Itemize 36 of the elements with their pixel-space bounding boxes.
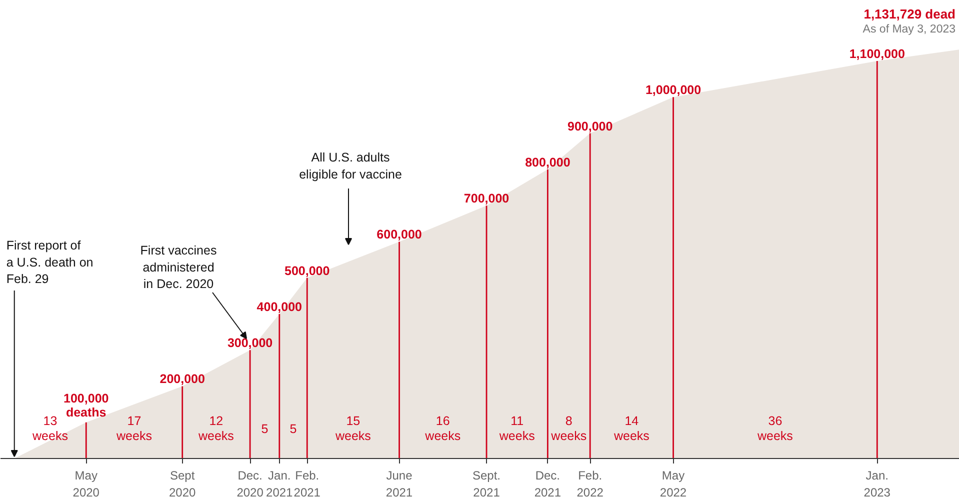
- x-tick-label: May 2022: [660, 468, 687, 500]
- annotation: 11 weeks: [498, 414, 535, 443]
- data-label: 900,000: [567, 119, 613, 134]
- data-label: 1,100,000: [849, 47, 905, 62]
- x-tick-label: Jan. 2021: [266, 468, 294, 500]
- data-label: 1,000,000: [645, 83, 702, 98]
- annotation: 12 weeks: [197, 414, 234, 443]
- annotation: First report of a U.S. death on Feb. 29: [6, 238, 94, 286]
- data-label: 400,000: [256, 300, 302, 314]
- x-tick-label: Feb. 2022: [576, 468, 604, 500]
- x-tick-label: Dec. 2020: [236, 468, 264, 500]
- data-label: 300,000: [227, 336, 273, 350]
- data-label: 200,000: [160, 372, 205, 386]
- x-tick-label: Feb. 2021: [294, 468, 321, 500]
- annotation: 5: [290, 422, 297, 436]
- annotation: 15 weeks: [334, 414, 371, 443]
- data-label: 500,000: [284, 264, 330, 278]
- x-tick-label: Sept 2020: [169, 468, 196, 500]
- annotation: 8 weeks: [550, 414, 587, 443]
- x-tick-label: Jan. 2023: [864, 468, 891, 500]
- annotation: 16 weeks: [424, 414, 461, 443]
- x-tick-label: Sept. 2021: [472, 468, 501, 500]
- x-tick-label: May 2020: [72, 468, 100, 500]
- annotation: First vaccines administered in Dec. 2020: [140, 244, 217, 292]
- annotation: 14 weeks: [612, 414, 650, 443]
- annotation: 1,131,729 dead: [864, 6, 956, 22]
- data-label: 800,000: [525, 155, 570, 170]
- annotation: 5: [261, 422, 268, 436]
- annotation: 36 weeks: [756, 414, 793, 443]
- annotation: All U.S. adults eligible for vaccine: [299, 150, 402, 182]
- annotation: 17 weeks: [116, 414, 152, 443]
- data-label: 700,000: [464, 192, 510, 206]
- data-label: 600,000: [376, 228, 422, 242]
- x-tick-label: Dec. 2021: [534, 468, 562, 500]
- chart-subtitle: As of May 3, 2023: [862, 24, 956, 36]
- x-tick-label: June 2021: [386, 468, 413, 500]
